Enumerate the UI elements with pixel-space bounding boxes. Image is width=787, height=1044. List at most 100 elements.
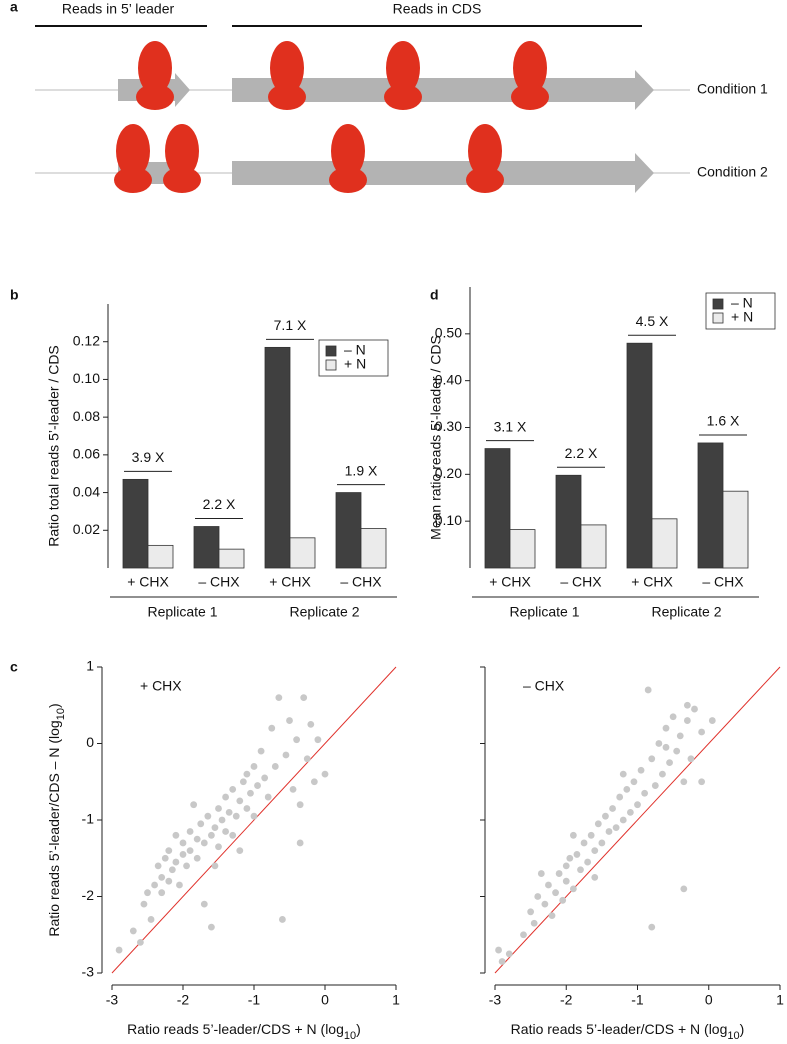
- point: [630, 778, 638, 786]
- x-tick-label: -2: [177, 992, 190, 1008]
- point: [527, 908, 535, 916]
- point: [158, 889, 166, 897]
- axis-label-text: ): [356, 1021, 361, 1037]
- point: [698, 778, 706, 786]
- axis-label-text: Ratio reads 5’-leader/CDS + N (log: [127, 1021, 344, 1037]
- point: [651, 782, 659, 789]
- y-tick-label: 0.10: [73, 370, 100, 386]
- point: [520, 931, 527, 939]
- point: [200, 900, 208, 908]
- point: [569, 831, 577, 839]
- y-tick-label: -2: [82, 887, 95, 903]
- point: [232, 812, 240, 820]
- point: [129, 927, 137, 935]
- point: [584, 858, 592, 866]
- point: [662, 743, 670, 751]
- y-tick-label: 0.20: [435, 465, 462, 481]
- point: [165, 877, 173, 885]
- group-label: Replicate 1: [509, 604, 579, 620]
- point: [137, 939, 144, 946]
- point: [161, 854, 169, 862]
- point: [215, 843, 222, 851]
- legend-swatch: [325, 359, 337, 371]
- x-tick-label: – CHX: [198, 574, 240, 590]
- point: [616, 793, 624, 801]
- point: [193, 854, 201, 862]
- bar: [626, 342, 653, 569]
- point: [683, 717, 691, 724]
- point: [225, 808, 233, 816]
- point: [275, 694, 283, 701]
- point: [193, 835, 201, 843]
- point: [300, 694, 308, 701]
- y-tick-label: 0.08: [73, 408, 100, 424]
- point: [619, 816, 627, 824]
- bar: [360, 528, 387, 569]
- x-tick-label: – CHX: [340, 574, 382, 590]
- point: [222, 793, 230, 801]
- point: [683, 701, 691, 709]
- point: [669, 713, 677, 721]
- point: [587, 831, 595, 839]
- point: [250, 763, 258, 770]
- point: [598, 839, 606, 847]
- x-tick-label: -3: [489, 992, 502, 1008]
- y-tick-label: 0.02: [73, 521, 100, 537]
- group-label: Replicate 2: [651, 604, 721, 620]
- point: [147, 916, 155, 923]
- annotation: – CHX: [523, 678, 565, 694]
- legend-label: – N: [731, 295, 753, 311]
- point: [321, 770, 329, 778]
- panel-label: b: [10, 287, 19, 303]
- diagram: Reads in 5’ leader Reads in CDS Conditio…: [35, 1, 768, 193]
- x-tick-label: 1: [776, 992, 784, 1008]
- point: [612, 824, 620, 832]
- point: [619, 770, 627, 778]
- axis-label-text: Ratio reads 5’-leader/CDS + N (log: [511, 1021, 728, 1037]
- point: [204, 812, 212, 820]
- y-axis-label: Mean ratio reads 5’-leader / CDS: [428, 335, 444, 540]
- y-axis-label: Ratio total reads 5’-leader / CDS: [46, 345, 62, 547]
- point: [186, 828, 194, 835]
- point: [289, 786, 297, 793]
- point: [562, 862, 570, 870]
- point: [591, 873, 599, 881]
- point: [165, 847, 173, 854]
- point: [505, 950, 513, 958]
- point: [236, 797, 244, 805]
- point: [115, 946, 123, 954]
- point: [140, 900, 148, 908]
- legend-label: + N: [344, 356, 366, 372]
- point: [293, 736, 300, 744]
- point: [680, 885, 688, 893]
- group-label: Replicate 1: [147, 604, 217, 620]
- point: [296, 839, 304, 847]
- point: [641, 789, 649, 797]
- point: [310, 778, 318, 786]
- cds-arrow: [232, 70, 654, 110]
- point: [179, 851, 187, 858]
- bar: [651, 518, 678, 569]
- point: [562, 877, 570, 885]
- bar: [335, 492, 362, 569]
- y-tick-label: -3: [82, 964, 95, 980]
- point: [183, 862, 190, 870]
- point: [676, 732, 684, 740]
- axis-label-text: Ratio reads 5’-leader/CDS – N (log: [46, 720, 62, 936]
- point: [243, 770, 251, 778]
- legend-swatch: [325, 345, 337, 357]
- x-tick-label: 1: [392, 992, 400, 1008]
- point: [190, 801, 198, 809]
- point: [552, 889, 559, 897]
- point: [648, 755, 656, 763]
- point: [151, 881, 159, 889]
- bar: [264, 346, 291, 569]
- point: [303, 755, 311, 763]
- y-tick-label: -1: [82, 811, 95, 827]
- x-tick-label: + CHX: [127, 574, 169, 590]
- point: [144, 889, 151, 897]
- point: [254, 782, 261, 789]
- point: [637, 766, 645, 774]
- point: [534, 893, 542, 900]
